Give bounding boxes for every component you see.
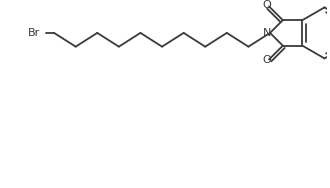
- Text: Br: Br: [28, 28, 41, 38]
- Text: O: O: [263, 55, 272, 65]
- Text: O: O: [263, 0, 272, 10]
- Text: N: N: [263, 28, 271, 38]
